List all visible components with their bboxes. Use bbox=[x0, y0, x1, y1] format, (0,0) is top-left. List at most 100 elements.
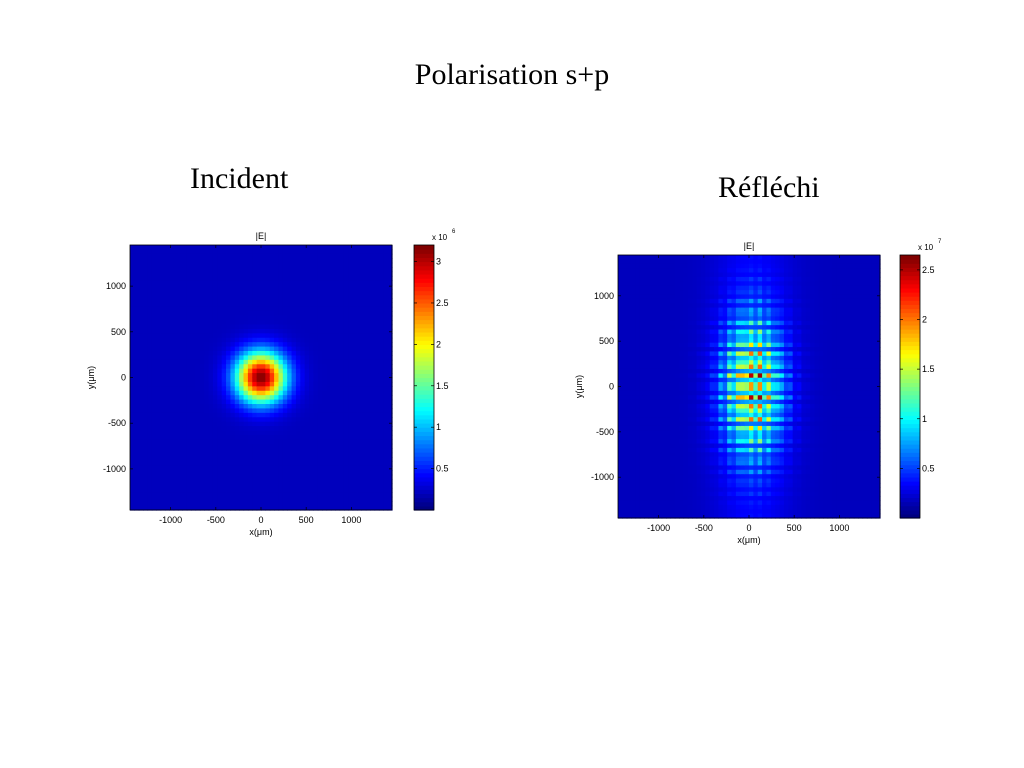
heatmap-cell bbox=[208, 408, 214, 414]
heatmap-cell bbox=[147, 443, 153, 449]
heatmap-cell bbox=[221, 311, 227, 317]
colorbar-segment bbox=[414, 265, 434, 271]
heatmap-cell bbox=[221, 439, 227, 445]
heatmap-cell bbox=[370, 284, 376, 290]
heatmap-cell bbox=[182, 284, 188, 290]
heatmap-cell bbox=[265, 421, 271, 427]
heatmap-cell bbox=[644, 333, 650, 339]
heatmap-cell bbox=[309, 457, 314, 463]
heatmap-cell bbox=[679, 268, 685, 274]
heatmap-cell bbox=[130, 386, 135, 392]
heatmap-cell bbox=[291, 373, 297, 379]
heatmap-cell bbox=[670, 513, 676, 519]
heatmap-cell bbox=[626, 395, 632, 401]
heatmap-cell bbox=[352, 302, 358, 308]
heatmap-cell bbox=[326, 443, 332, 449]
heatmap-cell bbox=[692, 478, 698, 484]
heatmap-cell bbox=[143, 479, 149, 485]
heatmap-cell bbox=[252, 328, 258, 334]
heatmap-cell bbox=[134, 496, 140, 502]
heatmap-cell bbox=[348, 496, 354, 502]
heatmap-cell bbox=[221, 302, 227, 308]
heatmap-cell bbox=[330, 262, 336, 268]
heatmap-cell bbox=[291, 399, 297, 405]
heatmap-cell bbox=[221, 293, 227, 299]
heatmap-cell bbox=[230, 404, 236, 410]
heatmap-cell bbox=[679, 373, 685, 379]
heatmap-cell bbox=[134, 492, 140, 498]
heatmap-cell bbox=[243, 430, 249, 436]
heatmap-cell bbox=[352, 289, 358, 295]
heatmap-cell bbox=[370, 501, 376, 507]
heatmap-cell bbox=[635, 290, 641, 296]
heatmap-cell bbox=[138, 412, 144, 418]
heatmap-cell bbox=[156, 253, 162, 259]
heatmap-cell bbox=[644, 276, 650, 282]
heatmap-cell bbox=[173, 408, 179, 414]
heatmap-cell bbox=[661, 404, 667, 410]
heatmap-cell bbox=[130, 289, 135, 295]
heatmap-cell bbox=[317, 457, 323, 463]
heatmap-cell bbox=[178, 404, 183, 410]
heatmap-cell bbox=[287, 452, 293, 458]
heatmap-cell bbox=[648, 513, 654, 519]
heatmap-cell bbox=[339, 275, 345, 281]
heatmap-cell bbox=[317, 373, 323, 379]
heatmap-cell bbox=[300, 439, 306, 445]
heatmap-cell bbox=[652, 298, 658, 304]
heatmap-cell bbox=[661, 491, 667, 497]
heatmap-cell bbox=[383, 448, 389, 454]
heatmap-cell bbox=[339, 346, 345, 352]
heatmap-cell bbox=[365, 412, 371, 418]
heatmap-cell bbox=[217, 373, 223, 379]
heatmap-cell bbox=[287, 404, 293, 410]
heatmap-cell bbox=[378, 412, 384, 418]
heatmap-cell bbox=[234, 404, 240, 410]
heatmap-cell bbox=[164, 315, 170, 321]
heatmap-cell bbox=[343, 289, 349, 295]
heatmap-cell bbox=[317, 302, 323, 308]
heatmap-cell bbox=[169, 377, 175, 383]
heatmap-cell bbox=[287, 381, 293, 387]
heatmap-cell bbox=[626, 439, 632, 445]
heatmap-cell bbox=[309, 258, 314, 264]
heatmap-cell bbox=[648, 360, 654, 366]
heatmap-cell bbox=[217, 408, 223, 414]
heatmap-cell bbox=[204, 302, 210, 308]
heatmap-cell bbox=[639, 482, 645, 488]
heatmap-cell bbox=[295, 492, 301, 498]
heatmap-cell bbox=[700, 447, 706, 453]
heatmap-cell bbox=[256, 412, 262, 418]
heatmap-cell bbox=[287, 408, 293, 414]
heatmap-cell bbox=[374, 417, 380, 423]
colorbar-segment bbox=[414, 365, 434, 370]
heatmap-cell bbox=[330, 492, 336, 498]
colorbar-segment bbox=[414, 352, 434, 358]
heatmap-cell bbox=[300, 342, 306, 348]
heatmap-cell bbox=[151, 386, 157, 392]
heatmap-cell bbox=[309, 306, 314, 312]
heatmap-cell bbox=[370, 311, 376, 317]
heatmap-cell bbox=[661, 351, 667, 357]
heatmap-cell bbox=[348, 417, 354, 423]
heatmap-cell bbox=[291, 333, 297, 339]
heatmap-cell bbox=[217, 346, 223, 352]
heatmap-cell bbox=[265, 470, 271, 476]
heatmap-cell bbox=[626, 408, 632, 414]
heatmap-cell bbox=[339, 461, 345, 467]
heatmap-cell bbox=[361, 421, 367, 427]
heatmap-cell bbox=[134, 399, 140, 405]
heatmap-cell bbox=[648, 298, 654, 304]
heatmap-cell bbox=[330, 245, 336, 251]
heatmap-cell bbox=[300, 315, 306, 321]
heatmap-cell bbox=[618, 500, 623, 506]
heatmap-cell bbox=[234, 408, 240, 414]
heatmap-cell bbox=[304, 364, 310, 370]
heatmap-cell bbox=[683, 439, 689, 445]
heatmap-cell bbox=[705, 465, 711, 471]
heatmap-cell bbox=[265, 346, 271, 352]
heatmap-cell bbox=[265, 315, 271, 321]
heatmap-cell bbox=[234, 253, 240, 259]
heatmap-cell bbox=[252, 275, 258, 281]
heatmap-cell bbox=[191, 298, 197, 304]
